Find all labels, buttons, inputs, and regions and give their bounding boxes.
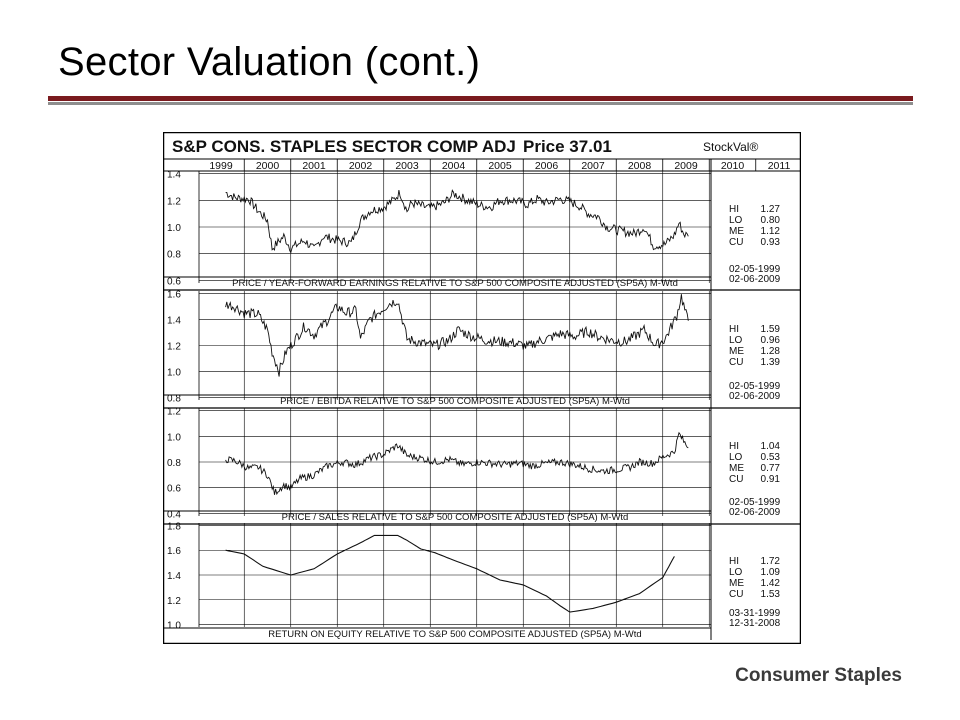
stat-label-me: ME xyxy=(729,463,744,474)
y-tick-label: 0.6 xyxy=(167,484,181,495)
stat-value-me: 1.42 xyxy=(761,578,781,589)
date-range-label: 12-31-2008 xyxy=(729,618,781,629)
y-tick-label: 1.4 xyxy=(167,316,181,327)
slide-title: Sector Valuation (cont.) xyxy=(58,40,481,84)
series-line-panel-2 xyxy=(225,294,689,377)
stat-value-me: 1.12 xyxy=(761,226,781,237)
series-line-panel-3 xyxy=(225,431,689,496)
stat-label-cu: CU xyxy=(729,237,743,248)
panel-caption: PRICE / YEAR-FORWARD EARNINGS RELATIVE T… xyxy=(232,278,678,289)
panel-caption: PRICE / SALES RELATIVE TO S&P 500 COMPOS… xyxy=(282,512,629,523)
footer-label: Consumer Staples xyxy=(735,665,902,686)
stat-label-me: ME xyxy=(729,346,744,357)
stat-label-lo: LO xyxy=(729,335,743,346)
year-label-2007: 2007 xyxy=(581,160,605,172)
year-label-2008: 2008 xyxy=(628,160,652,172)
date-range-label: 02-05-1999 xyxy=(729,381,781,392)
year-label-2011: 2011 xyxy=(768,160,791,172)
stat-label-cu: CU xyxy=(729,474,743,485)
chart-brand: StockVal® xyxy=(703,140,758,154)
stat-value-lo: 1.09 xyxy=(761,567,781,578)
y-tick-label: 1.2 xyxy=(167,196,181,207)
stat-label-me: ME xyxy=(729,578,744,589)
year-label-2001: 2001 xyxy=(302,160,326,172)
y-tick-label: 1.4 xyxy=(167,571,181,582)
chart-title: S&P CONS. STAPLES SECTOR COMP ADJ xyxy=(172,137,516,156)
chart-price: Price 37.01 xyxy=(523,137,612,156)
y-tick-label: 1.6 xyxy=(167,546,181,557)
stat-label-cu: CU xyxy=(729,357,743,368)
panel-caption: RETURN ON EQUITY RELATIVE TO S&P 500 COM… xyxy=(268,629,641,640)
y-tick-label: 1.8 xyxy=(167,521,181,532)
year-label-2004: 2004 xyxy=(442,160,466,172)
y-tick-label: 1.0 xyxy=(167,223,181,234)
stat-value-hi: 1.04 xyxy=(761,441,781,452)
title-underline-dark xyxy=(48,96,913,101)
date-range-label: 02-05-1999 xyxy=(729,497,781,508)
stat-value-hi: 1.27 xyxy=(761,204,781,215)
y-tick-label: 0.6 xyxy=(167,276,181,287)
stat-label-hi: HI xyxy=(729,556,739,567)
y-tick-label: 0.4 xyxy=(167,509,181,520)
date-range-label: 02-06-2009 xyxy=(729,507,781,518)
stat-label-hi: HI xyxy=(729,441,739,452)
stat-value-lo: 0.96 xyxy=(761,335,781,346)
stat-value-lo: 0.53 xyxy=(761,452,781,463)
stat-label-hi: HI xyxy=(729,204,739,215)
series-line-panel-1 xyxy=(225,189,689,254)
year-label-2003: 2003 xyxy=(395,160,419,172)
year-label-2002: 2002 xyxy=(349,160,373,172)
stat-value-hi: 1.59 xyxy=(761,324,781,335)
stat-value-me: 1.28 xyxy=(761,346,781,357)
stat-value-cu: 1.53 xyxy=(761,589,781,600)
series-line-panel-4 xyxy=(225,534,675,613)
panel-caption: PRICE / EBITDA RELATIVE TO S&P 500 COMPO… xyxy=(280,396,630,407)
y-tick-label: 1.4 xyxy=(167,170,181,181)
stat-value-me: 0.77 xyxy=(761,463,781,474)
year-label-2006: 2006 xyxy=(535,160,559,172)
stat-value-cu: 1.39 xyxy=(761,357,781,368)
stat-value-lo: 0.80 xyxy=(761,215,781,226)
title-underline-grey xyxy=(48,102,913,105)
stat-value-cu: 0.93 xyxy=(761,237,781,248)
stat-value-hi: 1.72 xyxy=(761,556,781,567)
stat-label-lo: LO xyxy=(729,452,743,463)
y-tick-label: 0.8 xyxy=(167,458,181,469)
year-label-2005: 2005 xyxy=(488,160,512,172)
date-range-label: 02-05-1999 xyxy=(729,264,781,275)
year-label-2009: 2009 xyxy=(674,160,698,172)
stat-label-hi: HI xyxy=(729,324,739,335)
date-range-label: 02-06-2009 xyxy=(729,274,781,285)
y-tick-label: 1.0 xyxy=(167,432,181,443)
y-tick-label: 0.8 xyxy=(167,393,181,404)
y-tick-label: 1.2 xyxy=(167,407,181,418)
y-tick-label: 1.0 xyxy=(167,621,181,632)
stockval-chart: S&P CONS. STAPLES SECTOR COMP ADJ Price … xyxy=(163,132,801,644)
date-range-label: 02-06-2009 xyxy=(729,391,781,402)
year-label-2000: 2000 xyxy=(256,160,280,172)
stat-label-cu: CU xyxy=(729,589,743,600)
y-tick-label: 0.8 xyxy=(167,250,181,261)
y-tick-label: 1.2 xyxy=(167,342,181,353)
y-tick-label: 1.2 xyxy=(167,596,181,607)
y-tick-label: 1.6 xyxy=(167,290,181,301)
stat-label-lo: LO xyxy=(729,567,743,578)
y-tick-label: 1.0 xyxy=(167,367,181,378)
year-label-2010: 2010 xyxy=(721,160,745,172)
stat-label-me: ME xyxy=(729,226,744,237)
year-label-1999: 1999 xyxy=(209,160,233,172)
date-range-label: 03-31-1999 xyxy=(729,608,781,619)
stat-label-lo: LO xyxy=(729,215,743,226)
stat-value-cu: 0.91 xyxy=(761,474,781,485)
